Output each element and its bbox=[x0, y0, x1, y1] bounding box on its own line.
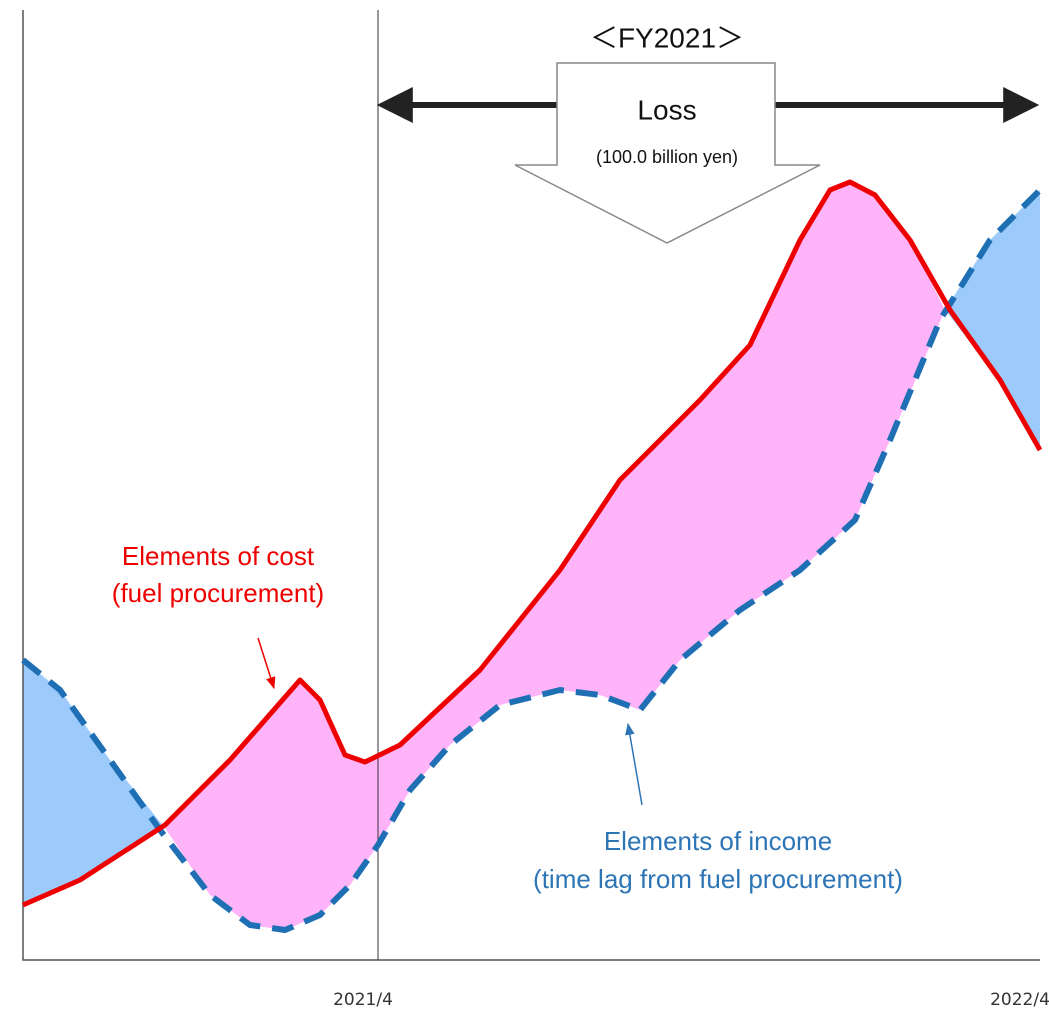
income-surplus-left bbox=[23, 660, 165, 905]
cost-curve bbox=[21, 179, 1043, 908]
axis-label: 2022/4 bbox=[990, 990, 1049, 1009]
income-label: Elements of income bbox=[604, 826, 832, 856]
cost-pointer bbox=[257, 637, 276, 690]
cost-label: (fuel procurement) bbox=[112, 578, 324, 608]
loss-area bbox=[165, 182, 945, 930]
income-pointer bbox=[625, 722, 643, 806]
frame bbox=[22, 10, 1040, 961]
callout-label: Loss bbox=[637, 94, 696, 125]
loss-callout bbox=[514, 62, 821, 244]
callout-amount: (100.0 billion yen) bbox=[596, 147, 738, 167]
income-surplus-right bbox=[945, 190, 1040, 450]
income-label: (time lag from fuel procurement) bbox=[533, 864, 903, 894]
cost-label: Elements of cost bbox=[122, 541, 315, 571]
income-curve bbox=[21, 187, 1043, 934]
axis-label: 2021/4 bbox=[333, 990, 393, 1009]
period-title: ＜FY2021＞ bbox=[590, 22, 744, 53]
